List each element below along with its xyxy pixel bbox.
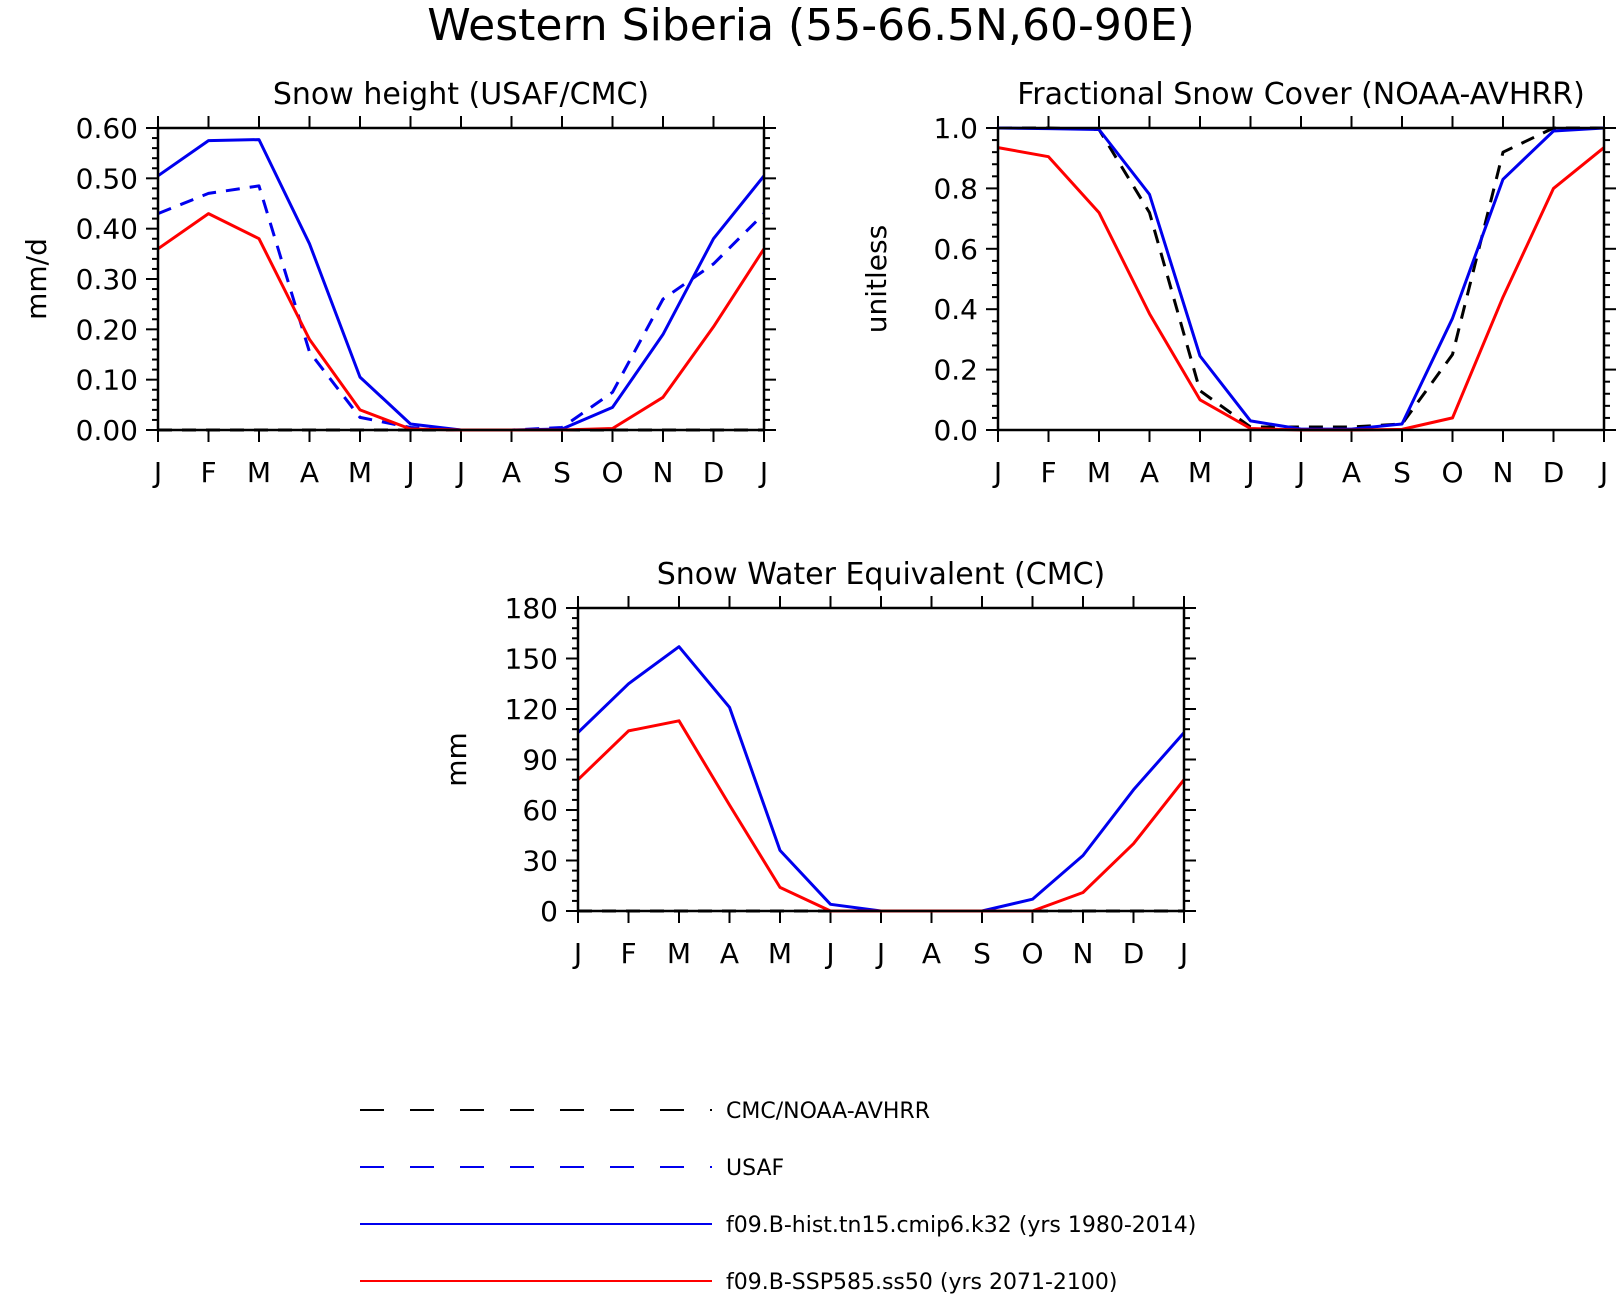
panel-snow-water-equivalent: Snow Water Equivalent (CMC)mmJ F M A M J J A S O N… xyxy=(440,557,1196,970)
y-tick-label: 0.10 xyxy=(76,364,138,397)
legend-label: f09.B-SSP585.ss50 (yrs 2071-2100) xyxy=(726,1270,1117,1294)
x-tick-label: A xyxy=(1140,456,1159,489)
x-tick-label: N xyxy=(653,456,674,489)
y-tick-label: 90 xyxy=(522,744,558,777)
x-tick-label: M xyxy=(1188,456,1212,489)
x-tick-label: D xyxy=(703,456,725,489)
y-tick-label: 0.2 xyxy=(933,354,978,387)
y-tick-label: 0.00 xyxy=(76,414,138,447)
y-tick-label: 180 xyxy=(505,592,558,625)
y-tick-label: 0.60 xyxy=(76,112,138,145)
plot-frame xyxy=(576,606,1186,913)
plot-frame xyxy=(996,126,1606,432)
x-tick-label: J xyxy=(1295,456,1305,489)
y-tick-label: 30 xyxy=(522,845,558,878)
panel-fractional-snow-cover: Fractional Snow Cover (NOAA-AVHRR) unitle… xyxy=(860,77,1616,489)
x-tick-label: O xyxy=(1021,937,1043,970)
x-tick-label: A xyxy=(300,456,319,489)
x-tick-label: J xyxy=(404,456,414,489)
x-tick-label: J xyxy=(152,456,162,489)
x-tick-label: A xyxy=(922,937,941,970)
x-tick-label: J xyxy=(1244,456,1254,489)
series-line-2 xyxy=(576,719,1186,913)
x-tick-label: D xyxy=(1543,456,1565,489)
x-tick-label: J xyxy=(572,937,582,970)
x-tick-label: F xyxy=(620,937,636,970)
series-line-2 xyxy=(157,138,766,432)
y-tick-label: 60 xyxy=(522,794,558,827)
x-tick-label: J xyxy=(992,456,1002,489)
x-tick-label: S xyxy=(553,456,571,489)
legend-entry: USAF xyxy=(360,1156,784,1181)
y-tick-label: 0.6 xyxy=(933,233,978,266)
legend: CMC/NOAA-AVHRR USAF f09.B-hist.tn15.cmip6.… xyxy=(360,1099,1196,1294)
x-tick-label: J xyxy=(455,456,465,489)
x-tick-label: A xyxy=(1342,456,1361,489)
x-tick-label: M xyxy=(667,937,691,970)
series-line-1 xyxy=(576,645,1186,913)
series-line-3 xyxy=(157,212,766,432)
series-line-1 xyxy=(157,184,766,432)
plot-frame xyxy=(156,126,766,432)
y-tick-label: 0.8 xyxy=(933,172,978,205)
y-tick-label: 0.30 xyxy=(76,263,138,296)
panel-title: Snow Water Equivalent (CMC) xyxy=(657,557,1105,592)
legend-label: f09.B-hist.tn15.cmip6.k32 (yrs 1980-2014… xyxy=(726,1213,1196,1238)
legend-entry: f09.B-hist.tn15.cmip6.k32 (yrs 1980-2014… xyxy=(360,1213,1196,1238)
y-axis-label: mm xyxy=(440,732,473,787)
y-axis-label: unitless xyxy=(860,225,893,333)
x-tick-label: J xyxy=(824,937,834,970)
x-tick-label: M xyxy=(768,937,792,970)
x-tick-label: J xyxy=(1178,937,1188,970)
y-tick-label: 0.0 xyxy=(933,414,978,447)
y-tick-label: 0 xyxy=(540,895,558,928)
x-tick-label: J xyxy=(1598,456,1608,489)
y-tick-label: 0.20 xyxy=(76,313,138,346)
x-tick-label: F xyxy=(1040,456,1056,489)
legend-entry: CMC/NOAA-AVHRR xyxy=(360,1099,930,1124)
x-tick-label: O xyxy=(601,456,623,489)
x-tick-label: N xyxy=(1493,456,1514,489)
x-tick-label: D xyxy=(1123,937,1145,970)
y-tick-label: 120 xyxy=(505,693,558,726)
y-tick-label: 0.50 xyxy=(76,162,138,195)
x-tick-label: M xyxy=(1087,456,1111,489)
x-tick-label: O xyxy=(1441,456,1463,489)
legend-label: USAF xyxy=(726,1156,784,1181)
y-tick-label: 1.0 xyxy=(933,112,978,145)
x-tick-label: S xyxy=(1393,456,1411,489)
y-tick-label: 150 xyxy=(505,643,558,676)
x-tick-label: N xyxy=(1073,937,1094,970)
x-tick-label: M xyxy=(247,456,271,489)
y-tick-label: 0.4 xyxy=(933,293,978,326)
y-tick-label: 0.40 xyxy=(76,213,138,246)
x-tick-label: S xyxy=(973,937,991,970)
legend-entry: f09.B-SSP585.ss50 (yrs 2071-2100) xyxy=(360,1270,1117,1294)
panel-snow-height: Snow height (USAF/CMC)mm/dJ F M A M J J A S O N D J0… xyxy=(20,77,776,489)
y-axis-label: mm/d xyxy=(20,238,53,320)
x-tick-label: A xyxy=(502,456,521,489)
x-tick-label: J xyxy=(758,456,768,489)
legend-label: CMC/NOAA-AVHRR xyxy=(726,1099,930,1124)
figure-title: Western Siberia (55-66.5N,60-90E) xyxy=(427,0,1195,51)
panel-title: Snow height (USAF/CMC) xyxy=(273,77,649,112)
x-tick-label: M xyxy=(348,456,372,489)
x-tick-label: F xyxy=(200,456,216,489)
x-tick-label: A xyxy=(720,937,739,970)
series-line-2 xyxy=(997,146,1605,432)
panel-title: Fractional Snow Cover (NOAA-AVHRR) xyxy=(1017,77,1585,112)
panels: Snow height (USAF/CMC)mm/dJ F M A M J J A S O N D J0… xyxy=(20,77,1616,970)
x-tick-label: J xyxy=(875,937,885,970)
